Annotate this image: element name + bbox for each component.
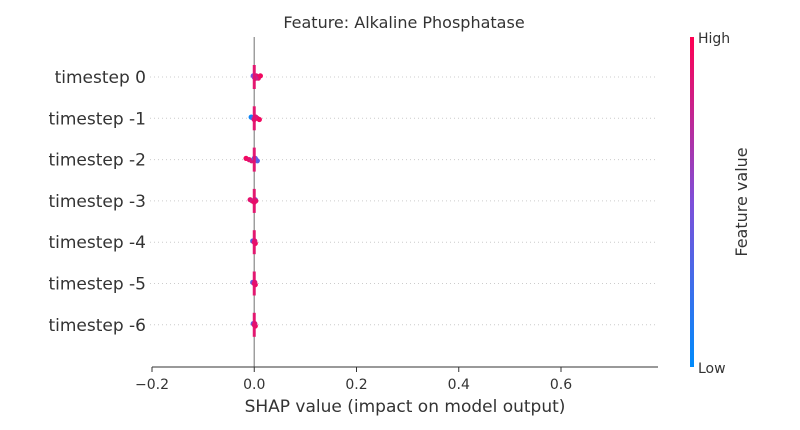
data-point bbox=[257, 73, 263, 79]
x-tick-label: −0.2 bbox=[135, 377, 169, 393]
point-cluster bbox=[252, 188, 256, 213]
chart-title: Feature: Alkaline Phosphatase bbox=[283, 13, 524, 32]
colorbar-gradient bbox=[690, 37, 694, 367]
row-guides bbox=[150, 76, 655, 326]
colorbar-title: Feature value bbox=[732, 147, 751, 256]
y-tick-label: timestep 0 bbox=[55, 68, 146, 88]
y-tick-label: timestep -2 bbox=[48, 151, 146, 171]
y-tick-label: timestep -5 bbox=[48, 275, 146, 295]
colorbar: High Low Feature value bbox=[690, 31, 751, 377]
point-cluster bbox=[252, 106, 256, 131]
x-tick-label: 0.6 bbox=[550, 377, 572, 393]
point-cluster bbox=[252, 147, 256, 172]
y-tick-label: timestep -3 bbox=[48, 192, 146, 212]
colorbar-high-label: High bbox=[698, 31, 730, 47]
y-axis-labels: timestep 0 timestep -1 timestep -2 timestep… bbox=[48, 68, 146, 336]
point-cluster bbox=[252, 312, 256, 337]
y-tick-label: timestep -1 bbox=[48, 109, 146, 129]
x-tick-label: 0.4 bbox=[448, 377, 470, 393]
point-cluster bbox=[252, 230, 256, 255]
y-tick-label: timestep -6 bbox=[48, 316, 146, 336]
y-tick-label: timestep -4 bbox=[48, 233, 146, 253]
data-points bbox=[243, 65, 263, 337]
data-point bbox=[256, 116, 262, 123]
x-axis-ticks: −0.2 0.0 0.2 0.4 0.6 bbox=[135, 367, 572, 393]
x-tick-label: 0.2 bbox=[345, 377, 367, 393]
point-cluster bbox=[252, 65, 256, 89]
colorbar-low-label: Low bbox=[698, 361, 726, 377]
x-tick-label: 0.0 bbox=[243, 377, 265, 393]
x-axis-label: SHAP value (impact on model output) bbox=[245, 397, 566, 417]
point-cluster bbox=[252, 271, 256, 296]
